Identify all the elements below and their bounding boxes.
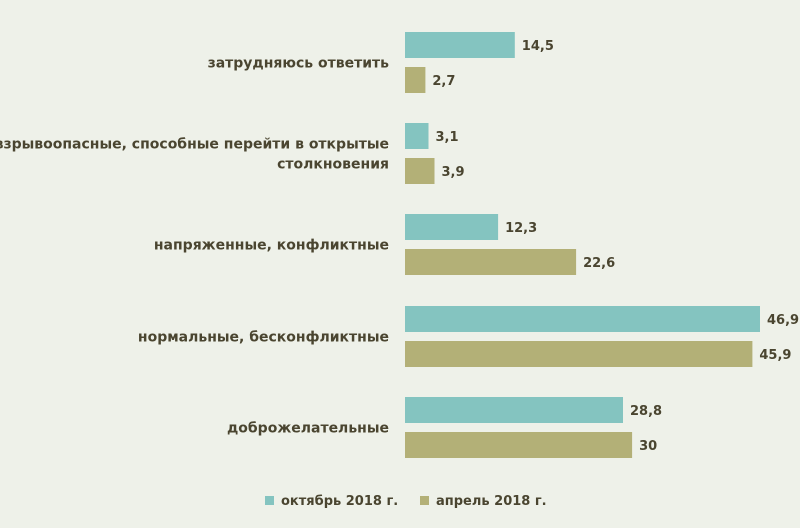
value-label-october-3: 46,9 [767, 313, 799, 328]
category-label-line: затрудняюсь ответить [208, 56, 390, 72]
legend-label-april: апрель 2018 г. [436, 494, 547, 509]
legend-swatch-april [420, 496, 429, 505]
legend: октябрь 2018 г. апрель 2018 г. [265, 494, 547, 509]
legend-label-october: октябрь 2018 г. [281, 494, 398, 509]
bar-october-1 [405, 123, 429, 149]
category-label-line: столкновения [277, 157, 389, 173]
value-label-april-0: 2,7 [432, 74, 455, 89]
category-label-2: напряженные, конфликтные [154, 238, 389, 254]
value-label-october-1: 3,1 [436, 130, 459, 145]
bar-october-2 [405, 214, 499, 240]
value-labels: 14,5 2,7 3,1 3,9 12,3 22,6 46,9 45,9 28,8 30 [432, 39, 799, 454]
value-label-april-3: 45,9 [759, 348, 791, 363]
category-label-line: напряженные, конфликтные [154, 238, 389, 254]
value-label-april-2: 22,6 [583, 256, 615, 271]
category-label-line: взрывоопасные, способные перейти в откры… [0, 137, 389, 153]
bar-april-2 [405, 249, 577, 275]
bar-october-0 [405, 32, 515, 58]
category-label-1: взрывоопасные, способные перейти в откры… [0, 137, 389, 173]
category-label-4: доброжелательные [227, 421, 389, 437]
value-label-october-4: 28,8 [630, 404, 662, 419]
category-label-3: нормальные, бесконфликтные [138, 330, 389, 346]
category-label-0: затрудняюсь ответить [208, 56, 390, 72]
bar-april-4 [405, 432, 633, 458]
bar-april-0 [405, 67, 426, 93]
bar-april-3 [405, 341, 753, 367]
category-label-line: нормальные, бесконфликтные [138, 330, 389, 346]
value-label-october-2: 12,3 [505, 221, 537, 236]
bar-october-3 [405, 306, 760, 332]
value-label-april-4: 30 [639, 439, 657, 454]
legend-swatch-october [265, 496, 274, 505]
bars [405, 32, 760, 458]
bar-april-1 [405, 158, 435, 184]
value-label-october-0: 14,5 [522, 39, 554, 54]
bar-october-4 [405, 397, 623, 423]
value-label-april-1: 3,9 [442, 165, 465, 180]
category-label-line: доброжелательные [227, 421, 389, 437]
category-labels: затрудняюсь ответить взрывоопасные, спосо… [0, 56, 389, 437]
